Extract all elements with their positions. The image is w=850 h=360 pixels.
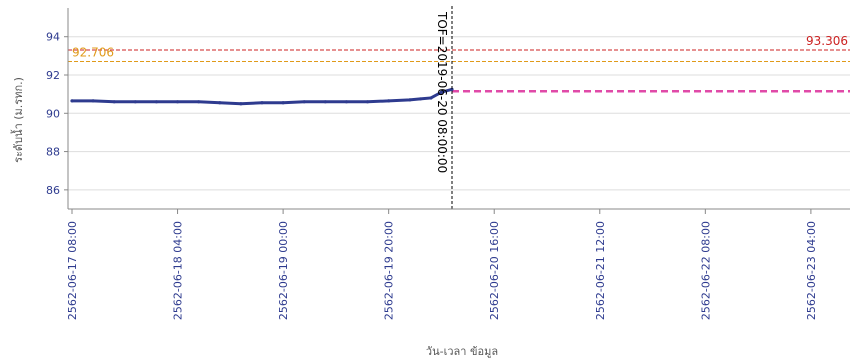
series-point [387, 99, 391, 103]
y-tick-label: 94 [46, 31, 60, 44]
x-tick-label: 2562-06-19 00:00 [277, 221, 290, 320]
series-point [450, 87, 454, 91]
y-axis-title: ระดับน้ำ (ม.รทก.) [10, 77, 25, 163]
series-point [281, 101, 285, 105]
time-marker: TOF=2019-06-20 08:00:00 [435, 6, 453, 209]
series-point [302, 100, 306, 104]
reference-label-lower: 92.706 [72, 45, 114, 59]
reference-lines: 93.306 92.706 [68, 34, 850, 93]
series-point [429, 96, 433, 100]
x-tick-label: 2562-06-17 08:00 [66, 221, 79, 320]
x-tick-label: 2562-06-23 04:00 [805, 221, 818, 320]
y-tick-label: 90 [46, 107, 60, 120]
series-point [365, 100, 370, 104]
grid-lines [68, 36, 850, 191]
y-axis-ticks: 86 88 90 92 94 [46, 31, 68, 197]
series-point [70, 99, 74, 103]
y-tick-label: 86 [46, 184, 60, 197]
y-tick-label: 88 [46, 146, 60, 159]
y-tick-label: 92 [46, 69, 60, 82]
series-point [218, 101, 222, 105]
marker-label: TOF=2019-06-20 08:00:00 [435, 11, 449, 173]
series-point [323, 100, 327, 104]
x-axis-ticks: 2562-06-17 08:00 2562-06-18 04:00 2562-06-… [66, 209, 818, 320]
x-tick-label: 2562-06-22 08:00 [699, 221, 712, 320]
reference-label-upper: 93.306 [806, 34, 848, 48]
x-axis-title: วัน-เวลา ข้อมูล [426, 345, 498, 358]
series-point [239, 102, 243, 106]
series-point [154, 100, 159, 104]
series-point [344, 100, 349, 104]
series-point [112, 100, 116, 104]
series-layer [70, 87, 454, 106]
series-point [175, 100, 180, 104]
series-point [260, 101, 264, 105]
series-point [418, 97, 422, 101]
series-point [91, 99, 95, 103]
series-point [439, 90, 444, 94]
x-tick-label: 2562-06-21 12:00 [594, 221, 607, 320]
x-tick-label: 2562-06-20 16:00 [488, 221, 501, 320]
axes [67, 8, 850, 210]
x-tick-label: 2562-06-19 20:00 [383, 221, 396, 320]
series-point [197, 100, 201, 104]
series-point [133, 100, 137, 104]
series-point [408, 98, 412, 102]
x-tick-label: 2562-06-18 04:00 [172, 221, 185, 320]
